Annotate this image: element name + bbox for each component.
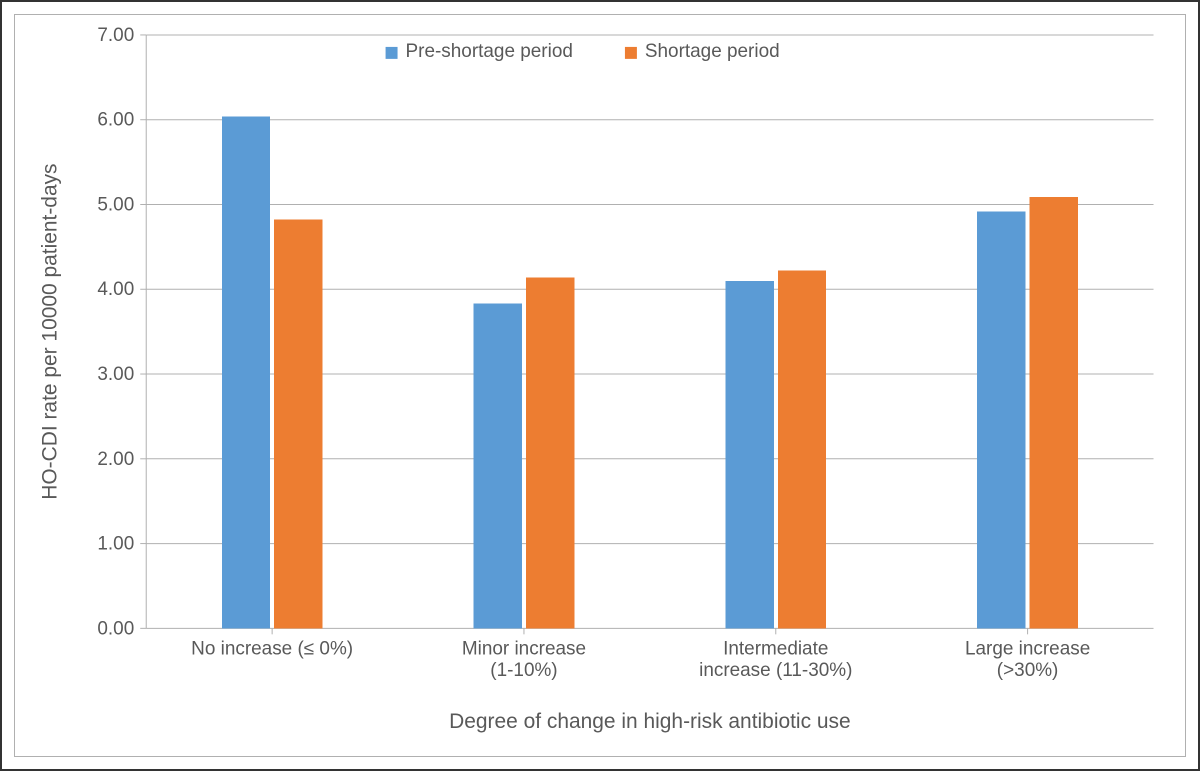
y-tick-label: 1.00 <box>97 534 134 555</box>
x-tick-label: (1-10%) <box>490 660 557 681</box>
bar <box>526 277 574 628</box>
bar <box>725 281 773 629</box>
bar <box>778 271 826 629</box>
bar <box>474 304 522 629</box>
y-tick-label: 2.00 <box>97 449 134 470</box>
legend-swatch <box>625 47 637 59</box>
y-tick-label: 0.00 <box>97 618 134 639</box>
y-tick-label: 3.00 <box>97 364 134 385</box>
x-tick-label: Minor increase <box>462 638 586 659</box>
chart-frame: 0.00 1.00 2.00 3.00 4.00 5.00 6.00 7.00 No incre… <box>14 14 1186 757</box>
bar <box>274 220 322 629</box>
legend-swatch <box>386 47 398 59</box>
x-tick-label: increase (11-30%) <box>699 660 852 681</box>
y-axis-label: HO-CDI rate per 10000 patient-days <box>38 163 61 499</box>
y-tick-label: 6.00 <box>97 110 134 131</box>
x-tick-label: No increase (≤ 0%) <box>191 638 353 659</box>
x-tick-label: Intermediate <box>723 638 828 659</box>
bar <box>222 116 270 628</box>
outer-frame: 0.00 1.00 2.00 3.00 4.00 5.00 6.00 7.00 No incre… <box>0 0 1200 771</box>
legend-label: Shortage period <box>645 41 780 62</box>
y-tick-label: 4.00 <box>97 279 134 300</box>
y-tick-label: 5.00 <box>97 194 134 215</box>
y-tick-label: 7.00 <box>97 25 134 46</box>
x-axis-label: Degree of change in high-risk antibiotic… <box>449 710 851 733</box>
x-tick-label: (>30%) <box>997 660 1059 681</box>
bar <box>977 211 1025 628</box>
x-tick-label: Large increase <box>965 638 1090 659</box>
legend-label: Pre-shortage period <box>406 41 573 62</box>
bar <box>1030 197 1078 628</box>
bar-chart: 0.00 1.00 2.00 3.00 4.00 5.00 6.00 7.00 No incre… <box>15 15 1185 756</box>
